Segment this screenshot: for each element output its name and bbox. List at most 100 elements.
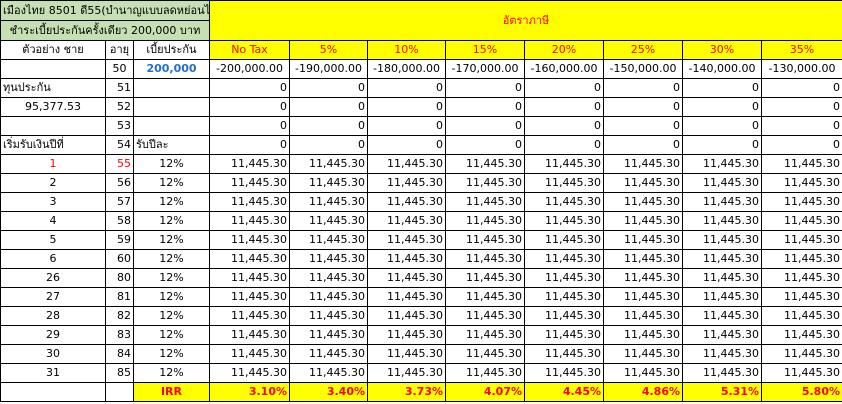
irr-value-cell[interactable]: 4.07%	[445, 382, 525, 402]
payout-cell[interactable]: 11,445.30	[209, 287, 290, 307]
empty-cell[interactable]	[0, 59, 106, 79]
payout-cell[interactable]: 11,445.30	[524, 173, 604, 193]
payout-cell[interactable]: 11,445.30	[603, 287, 683, 307]
payout-cell[interactable]: 11,445.30	[603, 306, 683, 326]
payout-cell[interactable]: 11,445.30	[760, 154, 842, 174]
value-cell[interactable]: 0	[367, 135, 446, 155]
payout-cell[interactable]: 11,445.30	[760, 363, 842, 383]
payout-cell[interactable]: 11,445.30	[445, 363, 525, 383]
payout-cell[interactable]: 11,445.30	[289, 249, 368, 269]
payout-cell[interactable]: 11,445.30	[209, 268, 290, 288]
payout-cell[interactable]: 11,445.30	[682, 325, 762, 345]
payout-cell[interactable]: 11,445.30	[524, 306, 604, 326]
year-cell[interactable]: 3	[0, 192, 106, 212]
value-cell[interactable]: 0	[524, 78, 604, 98]
value-cell[interactable]: 0	[445, 116, 525, 136]
tax-rate-cell-6[interactable]: 30%	[682, 40, 762, 60]
payout-cell[interactable]: 11,445.30	[209, 192, 290, 212]
payout-cell[interactable]: 11,445.30	[367, 268, 446, 288]
age-cell[interactable]: 51	[105, 78, 134, 98]
payout-cell[interactable]: 11,445.30	[682, 230, 762, 250]
percent-cell[interactable]: 12%	[133, 192, 210, 212]
payout-cell[interactable]: 11,445.30	[524, 192, 604, 212]
tax-rate-cell-4[interactable]: 20%	[524, 40, 604, 60]
payout-cell[interactable]: 11,445.30	[445, 154, 525, 174]
tax-rate-header[interactable]: อัตราภาษี	[208, 0, 842, 41]
cashflow-cell[interactable]: -140,000.00	[682, 59, 762, 79]
payout-cell[interactable]: 11,445.30	[524, 325, 604, 345]
empty-cell[interactable]	[0, 382, 106, 402]
value-cell[interactable]: 0	[289, 78, 368, 98]
percent-cell[interactable]: 12%	[133, 173, 210, 193]
payout-cell[interactable]: 11,445.30	[524, 344, 604, 364]
payout-cell[interactable]: 11,445.30	[682, 268, 762, 288]
payout-cell[interactable]: 11,445.30	[367, 230, 446, 250]
value-cell[interactable]: 0	[209, 135, 290, 155]
percent-cell[interactable]: 12%	[133, 211, 210, 231]
percent-cell[interactable]: 12%	[133, 268, 210, 288]
payout-cell[interactable]: 11,445.30	[367, 287, 446, 307]
payout-cell[interactable]: 11,445.30	[603, 325, 683, 345]
percent-cell[interactable]: 12%	[133, 344, 210, 364]
payout-cell[interactable]: 11,445.30	[524, 287, 604, 307]
payout-cell[interactable]: 11,445.30	[603, 154, 683, 174]
payout-cell[interactable]: 11,445.30	[524, 268, 604, 288]
value-cell[interactable]: 0	[289, 116, 368, 136]
age-cell[interactable]: 56	[105, 173, 134, 193]
tax-rate-cell-3[interactable]: 15%	[445, 40, 525, 60]
payout-cell[interactable]: 11,445.30	[760, 249, 842, 269]
value-cell[interactable]: 0	[367, 97, 446, 117]
payout-cell[interactable]: 11,445.30	[289, 211, 368, 231]
age-cell[interactable]: 84	[105, 344, 134, 364]
irr-value-cell[interactable]: 3.73%	[367, 382, 446, 402]
payout-cell[interactable]: 11,445.30	[524, 230, 604, 250]
premium-header[interactable]: เบี้ยประกัน	[133, 40, 210, 60]
payout-cell[interactable]: 11,445.30	[760, 230, 842, 250]
value-cell[interactable]: 0	[524, 116, 604, 136]
value-cell[interactable]: 0	[760, 135, 842, 155]
value-cell[interactable]: 0	[445, 97, 525, 117]
age-cell[interactable]: 80	[105, 268, 134, 288]
percent-cell[interactable]: 12%	[133, 325, 210, 345]
payout-cell[interactable]: 11,445.30	[445, 249, 525, 269]
payout-cell[interactable]: 11,445.30	[289, 173, 368, 193]
year-cell[interactable]: 4	[0, 211, 106, 231]
payout-cell[interactable]: 11,445.30	[603, 268, 683, 288]
plan-title[interactable]: เมืองไทย 8501 ดี55(บำนาญแบบลดหย่อนได้)	[0, 0, 210, 21]
cashflow-cell[interactable]: -180,000.00	[367, 59, 446, 79]
year-cell[interactable]: 28	[0, 306, 106, 326]
irr-label[interactable]: IRR	[133, 382, 210, 402]
irr-value-cell[interactable]: 5.31%	[682, 382, 762, 402]
payout-cell[interactable]: 11,445.30	[445, 192, 525, 212]
payout-cell[interactable]: 11,445.30	[209, 230, 290, 250]
note-cell[interactable]	[133, 97, 210, 117]
payout-cell[interactable]: 11,445.30	[603, 211, 683, 231]
payout-cell[interactable]: 11,445.30	[289, 154, 368, 174]
row-label-cell[interactable]	[0, 116, 106, 136]
value-cell[interactable]: 0	[682, 97, 762, 117]
example-header[interactable]: ตัวอย่าง ชาย	[0, 40, 106, 60]
value-cell[interactable]: 0	[682, 78, 762, 98]
value-cell[interactable]: 0	[603, 116, 683, 136]
age-cell[interactable]: 55	[105, 154, 134, 174]
payout-cell[interactable]: 11,445.30	[209, 306, 290, 326]
payout-cell[interactable]: 11,445.30	[760, 306, 842, 326]
note-cell[interactable]	[133, 116, 210, 136]
percent-cell[interactable]: 12%	[133, 306, 210, 326]
cashflow-cell[interactable]: -170,000.00	[445, 59, 525, 79]
age-header[interactable]: อายุ	[105, 40, 134, 60]
payout-cell[interactable]: 11,445.30	[289, 192, 368, 212]
payout-cell[interactable]: 11,445.30	[289, 268, 368, 288]
payout-cell[interactable]: 11,445.30	[682, 192, 762, 212]
payout-cell[interactable]: 11,445.30	[289, 363, 368, 383]
row-label-cell[interactable]: ทุนประกัน	[0, 78, 106, 98]
payout-cell[interactable]: 11,445.30	[367, 249, 446, 269]
payout-cell[interactable]: 11,445.30	[682, 173, 762, 193]
age-cell[interactable]: 54	[105, 135, 134, 155]
cashflow-cell[interactable]: -200,000.00	[209, 59, 290, 79]
payout-cell[interactable]: 11,445.30	[367, 344, 446, 364]
value-cell[interactable]: 0	[682, 135, 762, 155]
age-cell[interactable]: 82	[105, 306, 134, 326]
payout-cell[interactable]: 11,445.30	[682, 287, 762, 307]
payout-cell[interactable]: 11,445.30	[367, 211, 446, 231]
